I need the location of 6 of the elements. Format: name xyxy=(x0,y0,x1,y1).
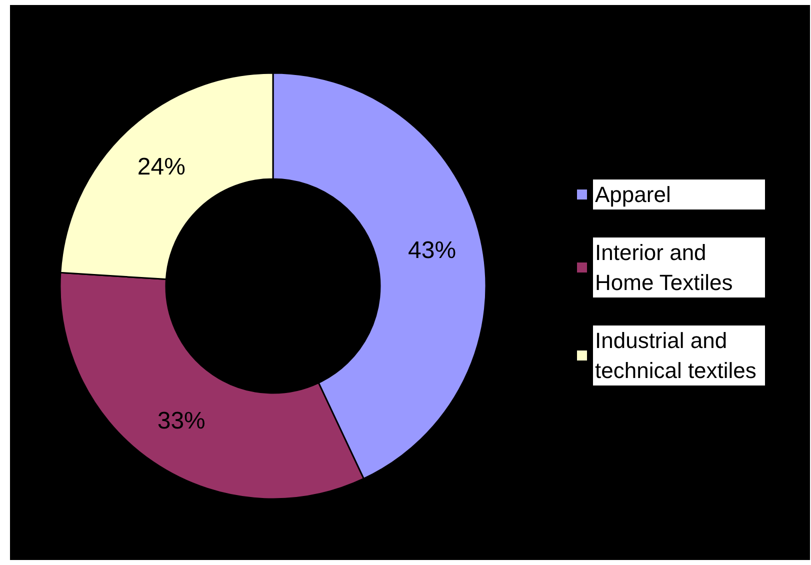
legend-label: Interior and Home Textiles xyxy=(595,240,733,295)
data-label: 43% xyxy=(408,236,456,264)
data-label: 24% xyxy=(137,154,186,181)
data-label: 33% xyxy=(157,407,206,434)
legend-label: Industrial and technical textiles xyxy=(595,328,756,383)
legend-label: Apparel xyxy=(595,182,671,207)
